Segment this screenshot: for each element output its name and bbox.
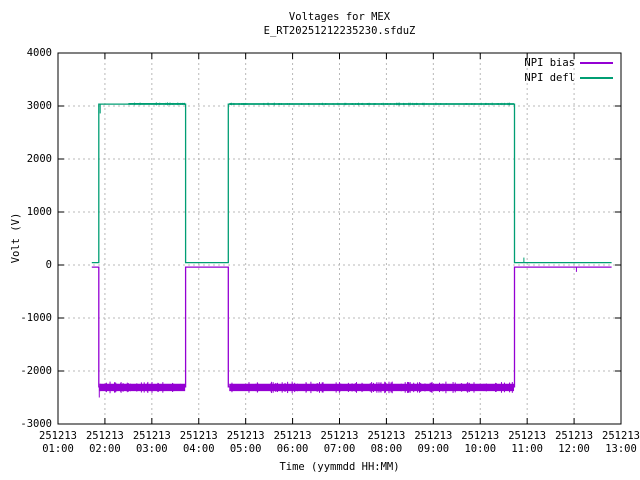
- legend-label-npi-bias: NPI bias: [524, 56, 575, 69]
- y-tick-label: -2000: [20, 365, 52, 377]
- y-tick-label: 0: [45, 259, 52, 271]
- x-tick-date: 251213: [273, 430, 312, 442]
- x-tick-time: 01:00: [42, 443, 74, 455]
- x-tick-label: 251213 12:00: [542, 430, 606, 456]
- x-tick-time: 08:00: [370, 443, 403, 455]
- legend-item-npi-defl: NPI defl: [524, 71, 613, 84]
- x-tick-date: 251213: [414, 430, 453, 442]
- x-tick-date: 251213: [85, 430, 124, 442]
- x-tick-date: 251213: [39, 430, 77, 442]
- x-tick-label: 251213 05:00: [214, 430, 278, 456]
- x-axis-label: Time (yymmdd HH:MM): [279, 461, 400, 473]
- x-tick-date: 251213: [367, 430, 406, 442]
- x-tick-label: 251213 07:00: [308, 430, 372, 456]
- x-tick-label: 251213 01:00: [26, 430, 90, 456]
- x-tick-time: 13:00: [605, 443, 637, 455]
- x-tick-time: 11:00: [511, 443, 543, 455]
- y-tick-label: 2000: [26, 153, 52, 165]
- series-npi-defl: [91, 103, 612, 264]
- x-tick-time: 04:00: [182, 443, 215, 455]
- x-tick-date: 251213: [132, 430, 171, 442]
- legend-item-npi-bias: NPI bias: [524, 56, 613, 69]
- x-tick-time: 10:00: [464, 443, 497, 455]
- x-tick-label: 251213 10:00: [448, 430, 512, 456]
- y-axis-label: Volt (V): [10, 212, 22, 264]
- x-tick-time: 07:00: [323, 443, 356, 455]
- x-tick-time: 03:00: [136, 443, 168, 455]
- x-tick-time: 06:00: [276, 443, 309, 455]
- x-tick-label: 251213 04:00: [167, 430, 231, 456]
- x-tick-label: 251213 02:00: [73, 430, 137, 456]
- x-tick-time: 02:00: [89, 443, 121, 455]
- x-tick-time: 05:00: [229, 443, 262, 455]
- x-tick-date: 251213: [179, 430, 218, 442]
- x-tick-label: 251213 11:00: [495, 430, 559, 456]
- series-npi-bias: [91, 266, 612, 388]
- x-tick-date: 251213: [226, 430, 265, 442]
- x-tick-date: 251213: [320, 430, 359, 442]
- legend-line-sample-npi-bias: [580, 61, 613, 64]
- x-tick-date: 251213: [602, 430, 640, 442]
- legend: NPI bias NPI defl: [524, 56, 613, 84]
- y-tick-label: -1000: [20, 312, 52, 324]
- y-tick-label: 3000: [26, 100, 52, 112]
- x-tick-label: 251213 13:00: [589, 430, 640, 456]
- y-tick-label: -3000: [20, 418, 52, 430]
- legend-line-sample-npi-defl: [580, 76, 613, 79]
- y-tick-label: 4000: [26, 47, 52, 59]
- x-tick-label: 251213 09:00: [401, 430, 465, 456]
- chart-subtitle: E_RT20251212235230.sfduZ: [263, 25, 416, 37]
- x-tick-time: 09:00: [417, 443, 450, 455]
- x-tick-time: 12:00: [558, 443, 590, 455]
- legend-label-npi-defl: NPI defl: [524, 71, 575, 84]
- x-tick-date: 251213: [461, 430, 500, 442]
- y-tick-label: 1000: [26, 206, 52, 218]
- x-tick-date: 251213: [508, 430, 547, 442]
- x-tick-label: 251213 06:00: [261, 430, 325, 456]
- x-tick-date: 251213: [555, 430, 594, 442]
- chart-title: Voltages for MEX: [288, 11, 391, 23]
- x-tick-label: 251213 03:00: [120, 430, 184, 456]
- x-tick-label: 251213 08:00: [354, 430, 418, 456]
